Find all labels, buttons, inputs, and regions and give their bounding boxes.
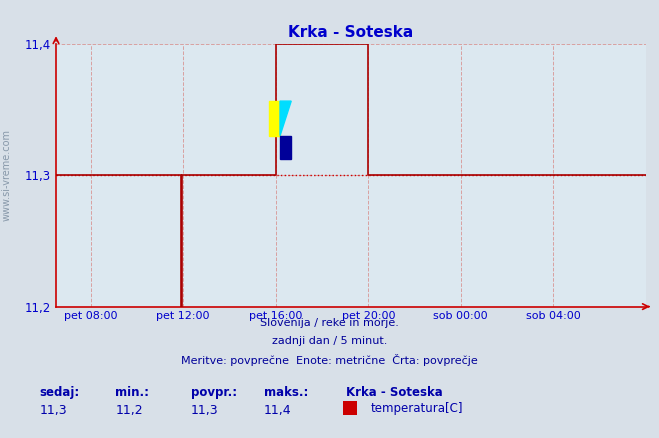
Text: min.:: min.: bbox=[115, 386, 150, 399]
Text: www.si-vreme.com: www.si-vreme.com bbox=[1, 129, 12, 221]
Text: 11,4: 11,4 bbox=[264, 404, 291, 417]
Text: 11,3: 11,3 bbox=[40, 404, 67, 417]
Text: sedaj:: sedaj: bbox=[40, 386, 80, 399]
Text: Slovenija / reke in morje.: Slovenija / reke in morje. bbox=[260, 318, 399, 328]
Bar bbox=[269, 101, 280, 136]
Text: povpr.:: povpr.: bbox=[191, 386, 237, 399]
Text: 11,2: 11,2 bbox=[115, 404, 143, 417]
Text: Krka - Soteska: Krka - Soteska bbox=[346, 386, 443, 399]
Text: Meritve: povprečne  Enote: metrične  Črta: povprečje: Meritve: povprečne Enote: metrične Črta:… bbox=[181, 354, 478, 366]
Text: temperatura[C]: temperatura[C] bbox=[371, 402, 463, 415]
Title: Krka - Soteska: Krka - Soteska bbox=[288, 25, 414, 40]
Text: 11,3: 11,3 bbox=[191, 404, 219, 417]
Bar bbox=[280, 136, 291, 159]
Text: maks.:: maks.: bbox=[264, 386, 308, 399]
Text: zadnji dan / 5 minut.: zadnji dan / 5 minut. bbox=[272, 336, 387, 346]
Polygon shape bbox=[280, 101, 291, 136]
